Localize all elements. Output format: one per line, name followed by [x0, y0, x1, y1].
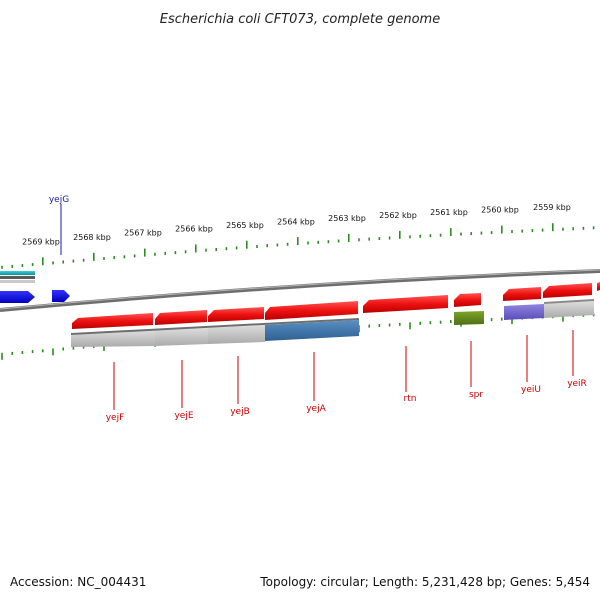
cog-bar-dark — [0, 276, 35, 279]
genome-backbone-highlight — [0, 269, 600, 310]
kbp-label: 2560 kbp — [481, 206, 519, 215]
cog-track-edge-2 — [543, 299, 595, 304]
kbp-label: 2567 kbp — [124, 229, 162, 238]
gene-label-yejA[interactable]: yejA — [306, 404, 326, 414]
gene-label-yejB[interactable]: yejB — [230, 407, 250, 417]
kbp-label: 2562 kbp — [379, 211, 417, 220]
cog-track-edge-1 — [70, 318, 360, 335]
kbp-label: 2561 kbp — [430, 208, 468, 217]
gene-yejA-arrow[interactable] — [265, 301, 358, 320]
gene-rtn-arrow[interactable] — [363, 295, 448, 313]
kbp-label: 2565 kbp — [226, 221, 264, 230]
gene-spr-arrow[interactable] — [454, 293, 481, 307]
cog-track-yeiR — [544, 301, 594, 318]
gene-edge-arrow[interactable] — [597, 282, 600, 291]
gene-yejE-arrow[interactable] — [155, 310, 207, 325]
gene-label-yejG[interactable]: yejG — [49, 195, 69, 205]
genome-backbone — [0, 269, 600, 312]
gene-label-spr[interactable]: spr — [469, 390, 483, 400]
cog-track-spr — [454, 311, 484, 325]
gene-yejB-arrow[interactable] — [208, 307, 264, 322]
kbp-label: 2569 kbp — [22, 237, 60, 246]
kbp-label: 2566 kbp — [175, 225, 213, 234]
map-title: Escherichia coli CFT073, complete genome — [160, 12, 440, 27]
cog-track-yejF — [71, 330, 155, 347]
gene-label-rtn[interactable]: rtn — [404, 394, 417, 404]
gene-yejF-arrow[interactable] — [72, 313, 153, 329]
cog-bar-teal — [0, 271, 35, 275]
gene-yeiU-arrow[interactable] — [503, 287, 541, 301]
cog-track-yejA — [265, 320, 359, 341]
gene-label-yeiR[interactable]: yeiR — [567, 379, 587, 389]
cog-track-yejB — [208, 325, 265, 344]
kbp-label: 2563 kbp — [328, 214, 366, 223]
topology-label: Topology: circular; Length: 5,231,428 bp… — [259, 575, 590, 589]
accession-label: Accession: NC_004431 — [10, 575, 146, 589]
gene-yejG-arrow[interactable] — [52, 290, 70, 302]
gene-label-yejF[interactable]: yejF — [106, 413, 125, 423]
kbp-label: 2568 kbp — [73, 233, 111, 242]
gene-label-yeiU[interactable]: yeiU — [521, 385, 541, 395]
gene-yeiR-arrow[interactable] — [543, 283, 592, 298]
kbp-label: 2559 kbp — [533, 203, 571, 212]
kbp-label: 2564 kbp — [277, 217, 315, 226]
gene-label-yejE[interactable]: yejE — [174, 411, 193, 421]
gene-arrow-blue-1[interactable] — [0, 291, 35, 303]
cog-track-yeiU — [504, 304, 544, 320]
cog-bar-light — [0, 280, 35, 283]
cog-track-yejE — [155, 328, 208, 346]
kbp-scale: 2569 kbp 2568 kbp 2567 kbp 2566 kbp 2565 kbp… — [1, 203, 595, 269]
